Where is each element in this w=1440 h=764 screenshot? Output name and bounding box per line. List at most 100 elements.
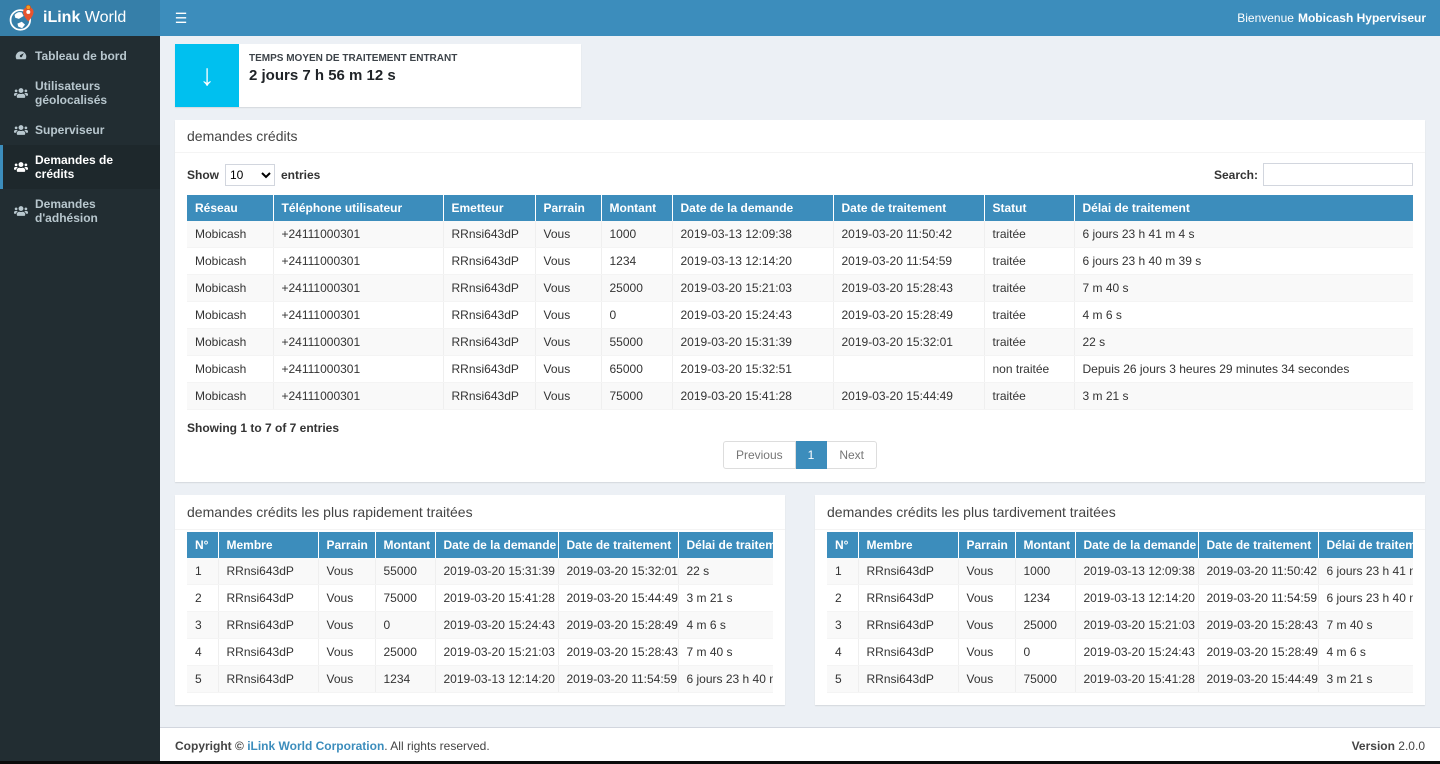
table-cell: Vous bbox=[318, 639, 375, 666]
sidebar-item-utilisateurs-geolocalises[interactable]: Utilisateurs géolocalisés bbox=[0, 71, 160, 115]
table-cell: 75000 bbox=[375, 585, 435, 612]
table-cell: 2019-03-20 15:21:03 bbox=[672, 275, 833, 302]
sidebar-item-superviseur[interactable]: Superviseur bbox=[0, 115, 160, 145]
table-cell: Vous bbox=[535, 275, 601, 302]
table-cell: +24111000301 bbox=[273, 329, 443, 356]
table-cell: 2019-03-20 15:21:03 bbox=[1075, 612, 1198, 639]
users-icon bbox=[14, 204, 28, 218]
tachometer-icon bbox=[14, 49, 28, 63]
table-cell: Mobicash bbox=[187, 302, 273, 329]
column-header[interactable]: Date de la demande bbox=[1075, 532, 1198, 558]
column-header[interactable]: Emetteur bbox=[443, 195, 535, 221]
panel-tardivement-traitees: demandes crédits les plus tardivement tr… bbox=[815, 495, 1425, 705]
table-cell: Vous bbox=[958, 585, 1015, 612]
table-row: 2RRnsi643dPVous750002019-03-20 15:41:282… bbox=[187, 585, 773, 612]
entries-label: entries bbox=[281, 168, 320, 182]
table-cell: 2019-03-20 15:24:43 bbox=[1075, 639, 1198, 666]
column-header[interactable]: Délai de traitement bbox=[678, 532, 773, 558]
table-cell: 3 m 21 s bbox=[678, 585, 773, 612]
table-cell: 55000 bbox=[601, 329, 672, 356]
brand-logo[interactable]: iLink World bbox=[0, 0, 160, 36]
column-header[interactable]: Délai de traitement bbox=[1074, 195, 1413, 221]
stat-card-value: 2 jours 7 h 56 m 12 s bbox=[249, 67, 457, 84]
column-header[interactable]: Date de traitement bbox=[558, 532, 678, 558]
table-cell: 6 jours 23 h 41 m 4 s bbox=[1318, 558, 1413, 585]
column-header[interactable]: Téléphone utilisateur bbox=[273, 195, 443, 221]
table-cell: 6 jours 23 h 40 m 39 s bbox=[1074, 248, 1413, 275]
down-arrow-icon: ↓ bbox=[175, 44, 239, 107]
stat-card-temps-moyen: ↓ TEMPS MOYEN DE TRAITEMENT ENTRANT 2 jo… bbox=[175, 44, 581, 107]
table-cell: Vous bbox=[535, 302, 601, 329]
pagination: Previous 1 Next bbox=[175, 435, 1425, 482]
next-page-button[interactable]: Next bbox=[827, 441, 877, 469]
column-header[interactable]: Date de traitement bbox=[1198, 532, 1318, 558]
table-cell: 2019-03-20 11:54:59 bbox=[1198, 585, 1318, 612]
company-link[interactable]: iLink World Corporation bbox=[247, 739, 384, 753]
table-cell: 2019-03-20 15:41:28 bbox=[1075, 666, 1198, 693]
column-header[interactable]: Montant bbox=[601, 195, 672, 221]
table-cell: 7 m 40 s bbox=[1074, 275, 1413, 302]
table-cell: Vous bbox=[958, 666, 1015, 693]
table-cell: RRnsi643dP bbox=[218, 612, 318, 639]
sidebar-item-demandes-de-credits[interactable]: Demandes de crédits bbox=[0, 145, 160, 189]
table-cell: 2019-03-13 12:14:20 bbox=[435, 666, 558, 693]
table-row: Mobicash+24111000301RRnsi643dPVous02019-… bbox=[187, 302, 1413, 329]
page-size-select[interactable]: 10 bbox=[225, 164, 275, 186]
table-cell: traitée bbox=[984, 302, 1074, 329]
table-cell: 4 m 6 s bbox=[1318, 639, 1413, 666]
column-header[interactable]: Statut bbox=[984, 195, 1074, 221]
table-cell: 55000 bbox=[375, 558, 435, 585]
column-header[interactable]: Membre bbox=[218, 532, 318, 558]
table-cell: Vous bbox=[958, 558, 1015, 585]
panel-demandes-credits: demandes crédits Show 10 entries Search:… bbox=[175, 120, 1425, 482]
table-cell: 2019-03-13 12:09:38 bbox=[1075, 558, 1198, 585]
globe-pin-logo-icon bbox=[8, 4, 37, 33]
previous-page-button[interactable]: Previous bbox=[723, 441, 796, 469]
table-row: 3RRnsi643dPVous02019-03-20 15:24:432019-… bbox=[187, 612, 773, 639]
table-cell: RRnsi643dP bbox=[443, 275, 535, 302]
column-header[interactable]: Membre bbox=[858, 532, 958, 558]
column-header[interactable]: Parrain bbox=[318, 532, 375, 558]
table-cell: 2019-03-20 15:28:49 bbox=[558, 612, 678, 639]
column-header[interactable]: N° bbox=[187, 532, 218, 558]
table-cell: RRnsi643dP bbox=[443, 248, 535, 275]
sidebar-item-demandes-adhesion[interactable]: Demandes d'adhésion bbox=[0, 189, 160, 233]
rights-text: . All rights reserved. bbox=[384, 739, 489, 753]
sidebar-item-label: Demandes de crédits bbox=[35, 153, 152, 181]
table-cell: Vous bbox=[958, 639, 1015, 666]
table-cell: +24111000301 bbox=[273, 248, 443, 275]
column-header[interactable]: N° bbox=[827, 532, 858, 558]
sidebar-item-tableau-de-bord[interactable]: Tableau de bord bbox=[0, 41, 160, 71]
sidebar-toggle-hamburger-icon[interactable]: ☰ bbox=[160, 0, 202, 36]
welcome-username[interactable]: Mobicash Hyperviseur bbox=[1298, 11, 1426, 25]
table-cell: 2019-03-20 15:44:49 bbox=[833, 383, 984, 410]
table-cell: 25000 bbox=[375, 639, 435, 666]
table-cell: 3 m 21 s bbox=[1318, 666, 1413, 693]
column-header[interactable]: Date de la demande bbox=[435, 532, 558, 558]
column-header[interactable]: Date de traitement bbox=[833, 195, 984, 221]
table-cell: Mobicash bbox=[187, 329, 273, 356]
table-cell: Vous bbox=[535, 329, 601, 356]
column-header[interactable]: Parrain bbox=[535, 195, 601, 221]
table-cell: 3 bbox=[187, 612, 218, 639]
table-info: Showing 1 to 7 of 7 entries bbox=[175, 410, 1425, 435]
sidebar-item-label: Tableau de bord bbox=[35, 49, 127, 63]
version-text: Version 2.0.0 bbox=[1352, 739, 1425, 753]
table-cell: RRnsi643dP bbox=[858, 666, 958, 693]
table-cell: 1000 bbox=[601, 221, 672, 248]
column-header[interactable]: Réseau bbox=[187, 195, 273, 221]
table-cell: 2019-03-20 15:41:28 bbox=[672, 383, 833, 410]
column-header[interactable]: Montant bbox=[375, 532, 435, 558]
table-cell: 22 s bbox=[678, 558, 773, 585]
table-cell: 22 s bbox=[1074, 329, 1413, 356]
column-header[interactable]: Montant bbox=[1015, 532, 1075, 558]
column-header[interactable]: Parrain bbox=[958, 532, 1015, 558]
table-cell: 2019-03-20 11:54:59 bbox=[833, 248, 984, 275]
page-1-button[interactable]: 1 bbox=[796, 441, 828, 469]
table-row: 4RRnsi643dPVous02019-03-20 15:24:432019-… bbox=[827, 639, 1413, 666]
table-cell: 75000 bbox=[1015, 666, 1075, 693]
search-input[interactable] bbox=[1263, 163, 1413, 186]
column-header[interactable]: Délai de traitement bbox=[1318, 532, 1413, 558]
table-cell: 4 m 6 s bbox=[678, 612, 773, 639]
column-header[interactable]: Date de la demande bbox=[672, 195, 833, 221]
